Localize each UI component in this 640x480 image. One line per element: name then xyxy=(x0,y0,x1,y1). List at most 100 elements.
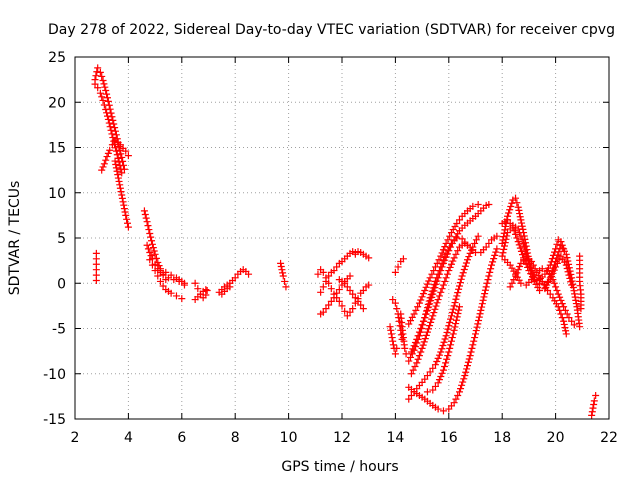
data-point xyxy=(231,274,239,282)
data-point xyxy=(450,254,458,262)
data-point xyxy=(103,90,111,98)
data-point xyxy=(429,284,437,292)
data-point xyxy=(450,399,458,407)
data-point xyxy=(388,334,396,342)
data-point xyxy=(506,206,514,214)
data-point xyxy=(100,80,108,88)
data-point xyxy=(475,316,483,324)
series-arc-1 xyxy=(91,64,128,173)
data-point xyxy=(560,320,568,328)
data-point xyxy=(449,330,457,338)
data-point xyxy=(447,315,455,323)
data-point xyxy=(562,330,570,338)
data-point xyxy=(387,326,395,334)
data-point xyxy=(421,375,429,383)
series-arc-28 xyxy=(407,232,501,378)
x-tick-label: 20 xyxy=(547,430,565,446)
data-point xyxy=(437,348,445,356)
data-point xyxy=(520,243,528,251)
data-point xyxy=(148,261,156,269)
data-point xyxy=(490,255,498,263)
data-point xyxy=(423,388,431,396)
data-point xyxy=(118,153,126,161)
data-point xyxy=(98,93,106,101)
data-point xyxy=(430,281,438,289)
data-point xyxy=(319,283,327,291)
data-point xyxy=(444,236,452,244)
data-point xyxy=(151,250,159,258)
data-point xyxy=(520,256,528,264)
data-point xyxy=(450,326,458,334)
data-point xyxy=(560,317,568,325)
data-point xyxy=(453,313,461,321)
data-point xyxy=(439,281,447,289)
data-point xyxy=(387,330,395,338)
data-point xyxy=(162,268,170,276)
data-point xyxy=(386,323,394,331)
data-point xyxy=(102,156,110,164)
data-point xyxy=(444,247,452,255)
x-tick-label: 14 xyxy=(386,430,404,446)
data-point xyxy=(415,299,423,307)
data-point xyxy=(408,350,416,358)
data-point xyxy=(359,286,367,294)
data-point xyxy=(414,303,422,311)
data-point xyxy=(99,77,107,85)
x-tick-label: 4 xyxy=(124,430,133,446)
data-point xyxy=(430,309,438,317)
data-point xyxy=(437,263,445,271)
data-point xyxy=(538,265,546,273)
data-point xyxy=(561,324,569,332)
data-point xyxy=(455,388,463,396)
data-point xyxy=(434,270,442,278)
data-point xyxy=(567,270,575,278)
data-point xyxy=(562,327,570,335)
data-point xyxy=(590,397,598,405)
data-point xyxy=(455,216,463,224)
data-point xyxy=(343,312,351,320)
data-point xyxy=(103,109,111,117)
data-point xyxy=(449,305,457,313)
data-point xyxy=(418,325,426,332)
data-point xyxy=(434,296,442,304)
data-point xyxy=(119,157,127,165)
data-point xyxy=(423,328,431,336)
data-point xyxy=(319,308,327,316)
series-arc-8 xyxy=(146,256,186,303)
y-tick-label: -15 xyxy=(43,412,66,428)
data-point xyxy=(159,282,167,290)
data-point xyxy=(452,295,460,303)
data-point xyxy=(446,344,454,352)
data-point xyxy=(459,269,467,277)
data-point xyxy=(409,366,417,374)
data-point xyxy=(111,127,119,135)
x-tick-label: 12 xyxy=(333,430,351,446)
data-point xyxy=(455,306,463,314)
series-arc-5 xyxy=(92,249,100,285)
data-point xyxy=(411,343,419,351)
data-point xyxy=(419,290,427,298)
data-point xyxy=(410,346,418,354)
data-point xyxy=(554,303,562,311)
data-point xyxy=(431,361,439,369)
data-point xyxy=(421,314,429,322)
data-point xyxy=(412,306,420,314)
data-point xyxy=(553,286,561,294)
series-arc-16 xyxy=(317,248,359,296)
data-point xyxy=(104,97,112,105)
data-point xyxy=(421,335,429,343)
data-point xyxy=(410,310,418,318)
data-point xyxy=(500,245,508,253)
data-point xyxy=(516,263,524,271)
y-axis-label: SDTVAR / TECUs xyxy=(7,181,23,296)
data-point xyxy=(325,301,333,309)
data-point xyxy=(98,166,106,174)
data-point xyxy=(510,227,518,235)
data-point xyxy=(103,153,111,161)
data-point xyxy=(146,256,154,264)
series-arc-38 xyxy=(588,391,600,419)
series-arc-19 xyxy=(346,281,373,316)
series-arc-36 xyxy=(506,252,570,338)
data-point xyxy=(116,162,124,170)
data-point xyxy=(341,307,349,315)
